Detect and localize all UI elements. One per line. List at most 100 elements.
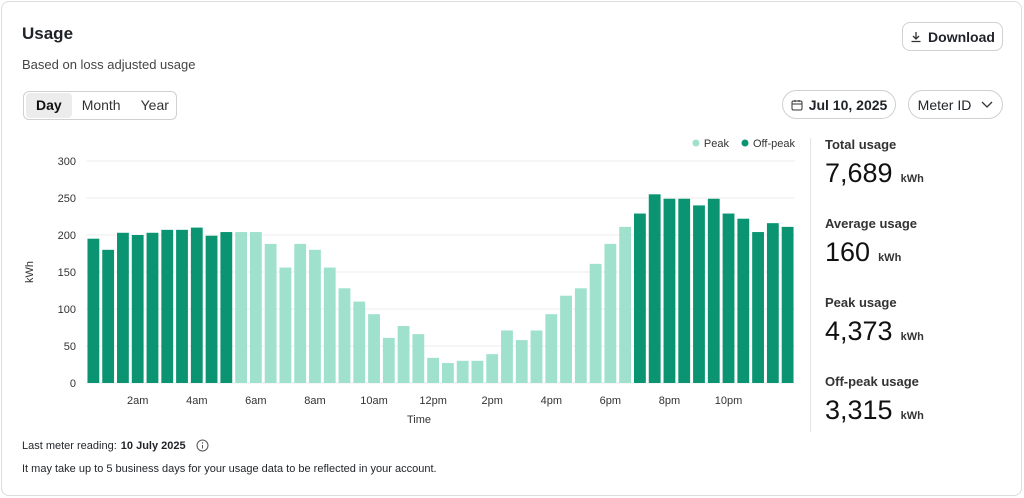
bar [752,232,764,383]
subtitle: Based on loss adjusted usage [22,57,196,72]
bar [574,288,587,383]
download-button[interactable]: Download [902,22,1003,51]
bar [131,235,144,383]
x-tick-label: 10pm [715,395,743,407]
y-axis-label: kWh [24,261,36,283]
y-tick-label: 300 [58,156,76,168]
tab[interactable]: Day [26,93,72,118]
bar [353,301,366,383]
period-tabs: Day Month Year [23,91,177,120]
stat-unit: kWh [878,252,902,264]
x-tick-label: 8pm [659,395,680,407]
bar [161,229,174,383]
info-icon[interactable] [196,439,209,452]
stat-value: 160 [825,237,871,267]
download-icon [911,31,921,42]
stat-label: Total usage [825,137,897,152]
tab[interactable]: Year [140,97,169,113]
x-tick-label: 8am [304,395,325,407]
bar [560,295,572,383]
bar [471,360,484,383]
y-tick-label: 50 [64,341,76,353]
bar [456,360,469,383]
x-tick-label: 4am [186,395,207,407]
bar [693,205,705,383]
bar [264,243,277,383]
legend-label: Peak [704,138,730,150]
x-tick-label: 2pm [481,395,502,407]
bar [235,232,248,383]
bar [427,357,440,383]
calendar-icon [791,99,803,110]
bar [323,267,336,383]
bar [766,223,779,383]
meter-label: Meter ID [917,96,972,113]
stat-value: 4,373 [825,316,893,346]
date-label: Jul 10, 2025 [808,96,888,113]
bar [722,213,735,383]
stat-label: Peak usage [825,295,897,310]
bar [781,226,794,383]
bar [368,314,380,383]
bar [604,243,617,383]
bar [619,226,632,383]
bar [589,263,602,383]
x-tick-label: 6am [245,395,266,407]
stat-unit: kWh [900,331,924,343]
stats-panel: Total usage 7,689 kWh Average usage 160 kWh Pe… [825,137,1015,453]
stat-label: Average usage [825,216,918,231]
y-tick-label: 0 [70,378,76,390]
bar [501,330,513,383]
stat-unit: kWh [900,173,924,185]
meter-select[interactable]: Meter ID [908,90,1003,119]
chart: kWh Time 0 50 100 150 200 250 300 2am 4am 6am 8am 1… [24,138,795,426]
title: Usage [22,24,74,43]
bar [545,314,558,383]
stat-value: 3,315 [825,395,893,425]
x-axis-label: Time [407,414,431,426]
bar [412,334,425,383]
bar [87,238,100,383]
bar [397,326,410,383]
bar [633,213,646,383]
x-tick-label: 6pm [600,395,621,407]
bar [249,232,262,383]
stat-row: 3,315 kWh [825,395,1015,426]
x-tick-label: 12pm [419,395,447,407]
y-tick-label: 100 [58,304,76,316]
bar [382,337,395,383]
bar [530,330,543,383]
bar [486,354,499,383]
legend-label: Off-peak [753,138,795,150]
stat: Off-peak usage 3,315 kWh [825,374,1015,453]
bar [515,340,528,383]
bar [663,198,676,383]
x-tick-label: 4pm [541,395,562,407]
bar [220,232,233,383]
bar [678,198,691,383]
bar [648,194,661,383]
note: It may take up to 5 business days for yo… [22,463,437,475]
bar [279,267,292,383]
meter-reading: Last meter reading: 10 July 2025 [22,439,209,452]
x-tick-label: 2am [127,395,148,407]
bar [176,229,188,383]
download-label: Download [928,28,995,45]
stat-value: 7,689 [825,158,893,188]
bar [190,227,203,383]
tab[interactable]: Month [81,97,121,113]
x-tick-label: 10am [360,395,388,407]
stat: Total usage 7,689 kWh [825,137,1015,216]
stat-row: 7,689 kWh [825,158,1015,189]
date-picker[interactable]: Jul 10, 2025 [782,90,896,119]
legend-swatch [692,139,700,147]
y-tick-label: 250 [58,193,76,205]
bar [737,218,750,383]
reading-label: Last meter reading: [22,439,117,452]
stat: Average usage 160 kWh [825,216,1015,295]
stat-row: 4,373 kWh [825,316,1015,347]
chevron-icon [981,101,993,108]
bar [309,249,321,383]
